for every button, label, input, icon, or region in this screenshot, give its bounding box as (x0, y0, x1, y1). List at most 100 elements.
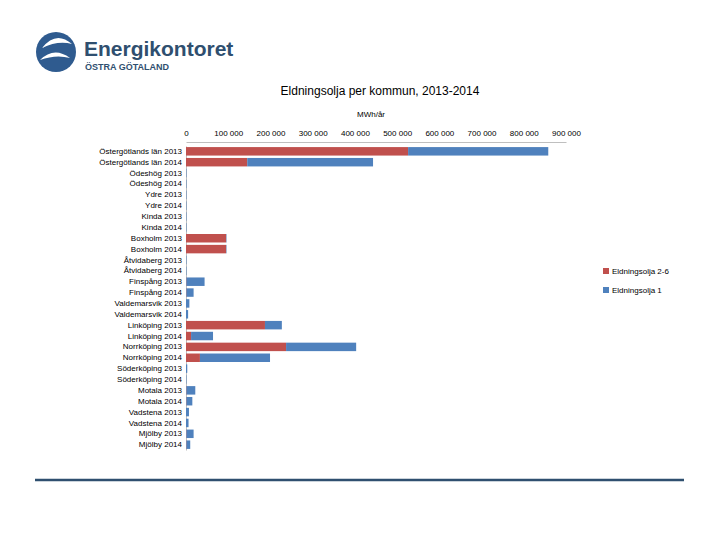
bar (226, 234, 227, 242)
tick: Söderköping 2013 (117, 364, 186, 373)
bar (186, 310, 188, 318)
bar (186, 440, 190, 448)
tick: 500 000 (383, 129, 412, 142)
bar (186, 277, 204, 285)
tick: 100 000 (214, 129, 243, 142)
bar (186, 223, 187, 231)
bar (186, 234, 226, 242)
tick: Motala 2013 (138, 386, 186, 395)
tick: Finspång 2013 (129, 277, 186, 286)
tick-label: Kinda 2013 (142, 212, 183, 221)
tick: Linköping 2014 (128, 332, 186, 341)
bar (186, 191, 187, 199)
bar (186, 364, 187, 372)
tick-label: Finspång 2014 (129, 288, 182, 297)
bar (186, 408, 189, 416)
bar (191, 332, 213, 340)
tick-label: Boxholm 2013 (131, 234, 183, 243)
tick: 600 000 (425, 129, 454, 142)
tick: Ödeshög 2014 (130, 179, 187, 188)
tick: 300 000 (299, 129, 328, 142)
series (186, 147, 548, 449)
tick-label: 400 000 (341, 129, 370, 138)
legend-label: Eldningsolja 1 (612, 286, 662, 295)
tick-label: 600 000 (425, 129, 454, 138)
bar (186, 343, 286, 351)
tick-label: Östergötlands län 2013 (99, 147, 182, 156)
logo: EnergikontoretÖSTRA GÖTALAND (36, 32, 233, 72)
tick: Mjölby 2014 (139, 440, 186, 449)
x-axis: 0 100 000 200 000 300 000 400 000 500 000 600 … (184, 129, 581, 143)
tick-label: Vadstena 2014 (129, 419, 183, 428)
bar (186, 288, 193, 296)
bar (265, 321, 282, 329)
tick: 800 000 (510, 129, 539, 142)
tick: Boxholm 2014 (131, 245, 186, 254)
legend-label: Eldningsolja 2-6 (612, 267, 669, 276)
tick-label: Kinda 2014 (142, 223, 183, 232)
tick: Åtvidaberg 2014 (124, 266, 186, 275)
bar (186, 201, 187, 209)
bar (186, 430, 193, 438)
tick: Söderköping 2014 (117, 375, 186, 384)
tick-label: 500 000 (383, 129, 412, 138)
bar (186, 158, 247, 166)
axis-line (187, 142, 567, 143)
legend-swatch (603, 268, 609, 274)
tick: Kinda 2013 (142, 212, 186, 221)
legend-swatch (603, 287, 609, 293)
tick-label: 0 (184, 129, 189, 138)
tick: Vadstena 2013 (129, 408, 186, 417)
tick: Ydre 2014 (145, 201, 186, 210)
tick-label: Ydre 2014 (145, 201, 182, 210)
chart: EnergikontoretÖSTRA GÖTALAND Eldningsolja… (0, 0, 720, 540)
tick-label: Åtvidaberg 2013 (124, 256, 183, 265)
footer-rule (35, 479, 684, 482)
bar (186, 419, 189, 427)
logo-subtext: ÖSTRA GÖTALAND (85, 62, 169, 72)
tick-label: Ydre 2013 (145, 190, 182, 199)
tick-label: Finspång 2013 (129, 277, 182, 286)
bar (186, 299, 189, 307)
tick: 0 (184, 129, 189, 142)
tick: Motala 2014 (138, 397, 186, 406)
bar (200, 354, 270, 362)
logo-swirl (40, 52, 70, 60)
tick-label: Östergötlands län 2014 (99, 158, 182, 167)
axis-title: MWh/år (357, 110, 385, 119)
tick-label: Valdemarsvik 2014 (115, 310, 183, 319)
tick: Åtvidaberg 2013 (124, 256, 186, 265)
y-axis: Östergötlands län 2013 Östergötlands län … (99, 147, 186, 451)
bar (186, 364, 187, 372)
tick: Kinda 2014 (142, 223, 186, 232)
tick: Norrköping 2014 (123, 353, 186, 362)
bar (186, 180, 187, 188)
tick-label: 100 000 (214, 129, 243, 138)
tick: Mjölby 2013 (139, 429, 186, 438)
tick: Valdemarsvik 2014 (115, 310, 186, 319)
tick: Östergötlands län 2014 (99, 158, 186, 167)
logo-swirl (42, 38, 72, 48)
bar (186, 375, 187, 383)
tick: Linköping 2013 (128, 321, 186, 330)
tick-label: Norrköping 2014 (123, 353, 183, 362)
tick-label: Mjölby 2014 (139, 440, 183, 449)
tick: 200 000 (256, 129, 285, 142)
series (186, 147, 408, 449)
bar (226, 245, 227, 253)
tick: 400 000 (341, 129, 370, 142)
tick-label: Söderköping 2013 (117, 364, 182, 373)
tick-label: Linköping 2013 (128, 321, 183, 330)
bar (186, 245, 226, 253)
tick: Finspång 2014 (129, 288, 186, 297)
bars (186, 147, 548, 449)
bar (186, 201, 187, 209)
logo-circle (36, 32, 76, 72)
tick: Vadstena 2014 (129, 419, 186, 428)
tick-label: 300 000 (299, 129, 328, 138)
tick-label: Motala 2014 (138, 397, 183, 406)
tick-label: Linköping 2014 (128, 332, 183, 341)
bar (186, 256, 187, 264)
bar (186, 147, 408, 155)
logo-icon (36, 32, 76, 72)
